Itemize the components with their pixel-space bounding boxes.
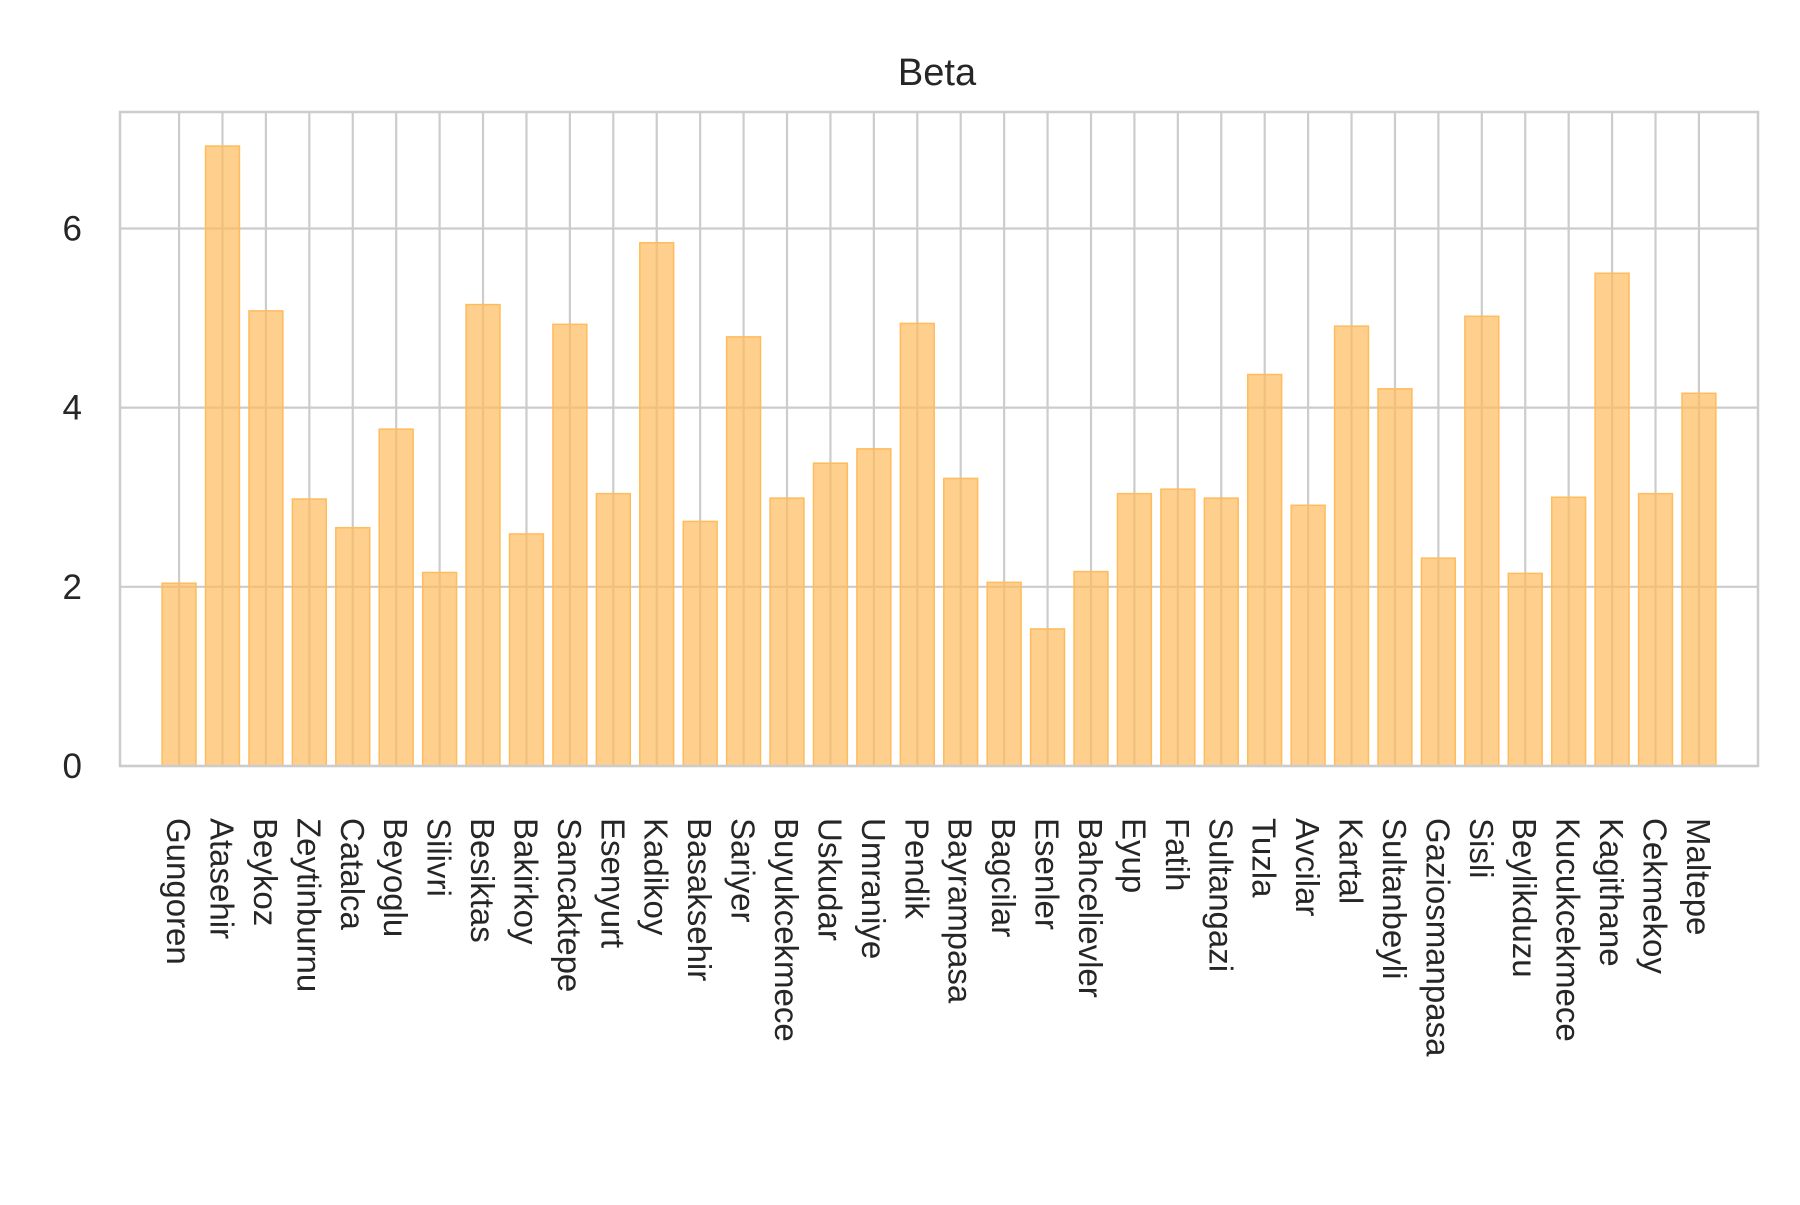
bar-esenler — [1029, 628, 1066, 767]
y-tick-label: 0 — [63, 747, 82, 786]
chart-title: Beta — [898, 52, 977, 94]
bar-kartal — [1333, 325, 1370, 767]
x-tick-label: Sultangazi — [1202, 818, 1239, 972]
x-tick-label: Buyukcekmece — [768, 818, 805, 1042]
x-tick-label: Kadikoy — [638, 818, 675, 936]
x-tick-label: Kagithane — [1593, 818, 1630, 967]
bar-maltepe — [1681, 392, 1717, 767]
plot-frame — [118, 110, 1760, 768]
bar-bakirkoy — [508, 533, 545, 767]
x-tick-label: Kartal — [1333, 818, 1370, 904]
x-tick-label: Basaksehir — [681, 818, 718, 981]
x-tick-label: Esenyurt — [594, 818, 631, 948]
bars — [161, 145, 1717, 767]
x-tick-label: Kucukcekmece — [1550, 818, 1587, 1042]
x-tick-label: Bagcilar — [985, 818, 1022, 937]
bar-uskudar — [812, 462, 849, 767]
bar-sisli — [1464, 315, 1500, 767]
bar-umraniye — [856, 448, 892, 767]
x-tick-label: Esenler — [1029, 818, 1066, 930]
bar-bayrampasa — [943, 477, 979, 767]
bar-atasehir — [204, 145, 241, 767]
x-tick-label: Bayrampasa — [942, 818, 979, 1004]
bar-besiktas — [465, 303, 501, 767]
x-tick-label: Avcilar — [1289, 818, 1326, 916]
x-tick-label: Uskudar — [811, 818, 848, 941]
x-tick-label: Pendik — [898, 818, 935, 919]
x-tick-label: Sariyer — [725, 818, 762, 923]
x-tick-label: Tuzla — [1246, 818, 1283, 898]
bar-beyoglu — [378, 428, 414, 767]
x-tick-label: Fatih — [1159, 818, 1196, 891]
x-tick-label: Beylikduzu — [1506, 818, 1543, 978]
x-tick-label: Beykoz — [247, 818, 284, 926]
bar-beykoz — [248, 310, 284, 767]
x-tick-label: Zeytinburnu — [290, 818, 327, 992]
bar-sultangazi — [1203, 497, 1239, 767]
bar-gaziosmanpasa — [1420, 557, 1457, 767]
x-tick-label: Gungoren — [160, 818, 197, 965]
x-tick-label: Sisli — [1463, 818, 1500, 879]
y-tick-label: 2 — [63, 568, 82, 607]
bar-beylikduzu — [1507, 572, 1543, 767]
x-tick-label: Bakirkoy — [507, 818, 544, 945]
x-tick-label: Maltepe — [1680, 818, 1717, 935]
bar-avcilar — [1290, 504, 1326, 767]
y-tick-label: 4 — [63, 389, 82, 428]
x-tick-label: Eyup — [1115, 818, 1152, 893]
bar-cekmekoy — [1637, 492, 1674, 767]
bar-kadikoy — [639, 242, 675, 767]
bar-silivri — [421, 571, 458, 767]
x-tick-label: Silivri — [421, 818, 458, 897]
x-tick-label: Umraniye — [855, 818, 892, 959]
bar-sancaktepe — [552, 323, 588, 767]
x-tick-label: Besiktas — [464, 818, 501, 943]
bar-bagcilar — [986, 581, 1022, 767]
bar-pendik — [899, 322, 935, 767]
bar-catalca — [335, 526, 371, 767]
bar-bahcelievler — [1073, 570, 1109, 767]
bar-kucukcekmece — [1550, 496, 1587, 767]
bar-zeytinburnu — [291, 498, 328, 767]
x-tick-label: Sultanbeyli — [1376, 818, 1413, 979]
x-tick-label: Bahcelievler — [1072, 818, 1109, 998]
x-tick-label: Catalca — [334, 818, 371, 931]
y-tick-label: 6 — [63, 209, 82, 248]
x-tick-label: Atasehir — [203, 818, 240, 939]
bar-basaksehir — [682, 520, 718, 767]
bar-esenyurt — [595, 492, 631, 767]
bar-kagithane — [1594, 272, 1630, 767]
x-tick-label: Cekmekoy — [1637, 818, 1674, 974]
x-tick-label: Gaziosmanpasa — [1419, 818, 1456, 1057]
bar-buyukcekmece — [769, 497, 805, 767]
bar-sultanbeyli — [1377, 388, 1413, 767]
bar-eyup — [1116, 492, 1153, 767]
x-tick-label: Sancaktepe — [551, 818, 588, 992]
x-tick-label: Beyoglu — [377, 818, 414, 937]
bar-gungoren — [161, 582, 197, 767]
bar-sariyer — [725, 336, 762, 767]
bar-fatih — [1160, 488, 1196, 767]
bar-tuzla — [1247, 373, 1283, 767]
axes: 0 2 4 6 Gungoren Atasehir Beykoz Zeytinburnu Cat… — [63, 110, 1760, 1057]
